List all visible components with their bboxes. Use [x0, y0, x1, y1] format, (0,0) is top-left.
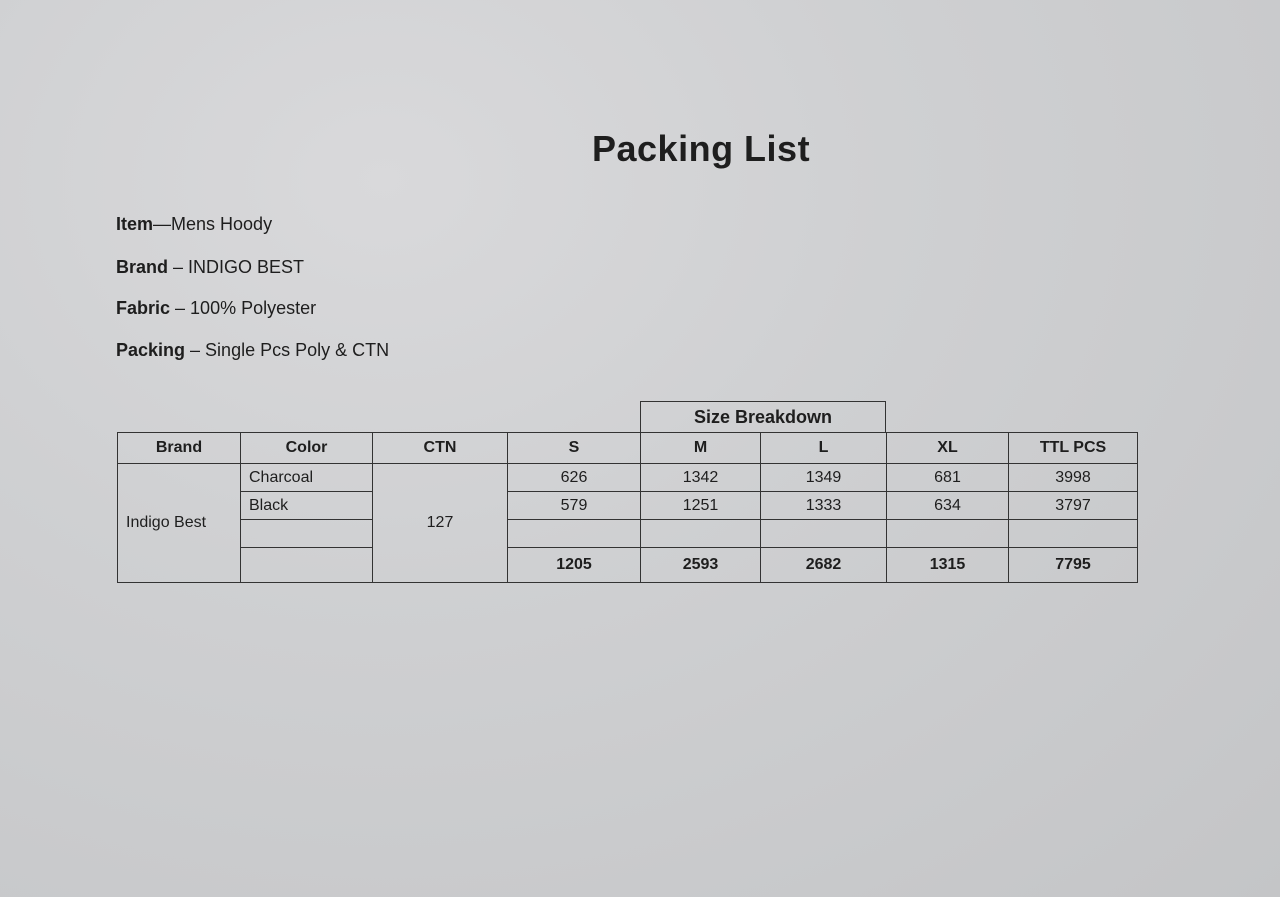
- xl-cell: 634: [886, 491, 1009, 520]
- header-xl: XL: [886, 432, 1009, 464]
- table-row: Black 579 1251 1333 634 3797: [118, 491, 1138, 520]
- empty-cell: [886, 519, 1009, 548]
- color-cell: Black: [240, 491, 373, 520]
- info-brand: Brand – INDIGO BEST: [116, 257, 305, 277]
- page-title: Packing List: [592, 128, 811, 169]
- l-cell: 1333: [760, 491, 887, 520]
- header-ctn: CTN: [372, 432, 508, 464]
- table-row-empty: [118, 519, 1138, 548]
- m-cell: 1251: [640, 491, 761, 520]
- total-s: 1205: [507, 547, 641, 583]
- color-cell: Charcoal: [240, 463, 373, 492]
- total-l: 2682: [760, 547, 887, 583]
- empty-cell: [240, 547, 373, 583]
- size-breakdown-header: Size Breakdown: [640, 401, 886, 432]
- table-header-row: Brand Color CTN S M L XL TTL PCS: [117, 432, 1138, 464]
- header-brand: Brand: [117, 432, 241, 464]
- brand-cell: Indigo Best: [117, 463, 241, 583]
- header-ttl: TTL PCS: [1008, 432, 1138, 464]
- info-packing: Packing – Single Pcs Poly & CTN: [116, 340, 390, 360]
- m-cell: 1342: [640, 463, 761, 492]
- xl-cell: 681: [886, 463, 1009, 492]
- s-cell: 579: [507, 491, 641, 520]
- l-cell: 1349: [760, 463, 887, 492]
- header-l: L: [760, 432, 887, 464]
- empty-cell: [760, 519, 887, 548]
- info-item: Item—Mens Hoody: [116, 214, 273, 234]
- total-ttl: 7795: [1008, 547, 1138, 583]
- packing-table: Brand Color CTN S M L XL TTL PCS Indigo …: [117, 432, 1138, 583]
- ttl-cell: 3797: [1008, 491, 1138, 520]
- ctn-cell: 127: [372, 463, 508, 583]
- s-cell: 626: [507, 463, 641, 492]
- header-color: Color: [240, 432, 373, 464]
- empty-cell: [1008, 519, 1138, 548]
- empty-cell: [240, 519, 373, 548]
- totals-row: 1205 2593 2682 1315 7795: [118, 547, 1138, 583]
- total-xl: 1315: [886, 547, 1009, 583]
- total-m: 2593: [640, 547, 761, 583]
- info-fabric: Fabric – 100% Polyester: [116, 298, 317, 318]
- header-s: S: [507, 432, 641, 464]
- header-m: M: [640, 432, 761, 464]
- empty-cell: [507, 519, 641, 548]
- empty-cell: [640, 519, 761, 548]
- table-row: Indigo Best Charcoal 127 626 1342 1349 6…: [117, 463, 1138, 583]
- ttl-cell: 3998: [1008, 463, 1138, 492]
